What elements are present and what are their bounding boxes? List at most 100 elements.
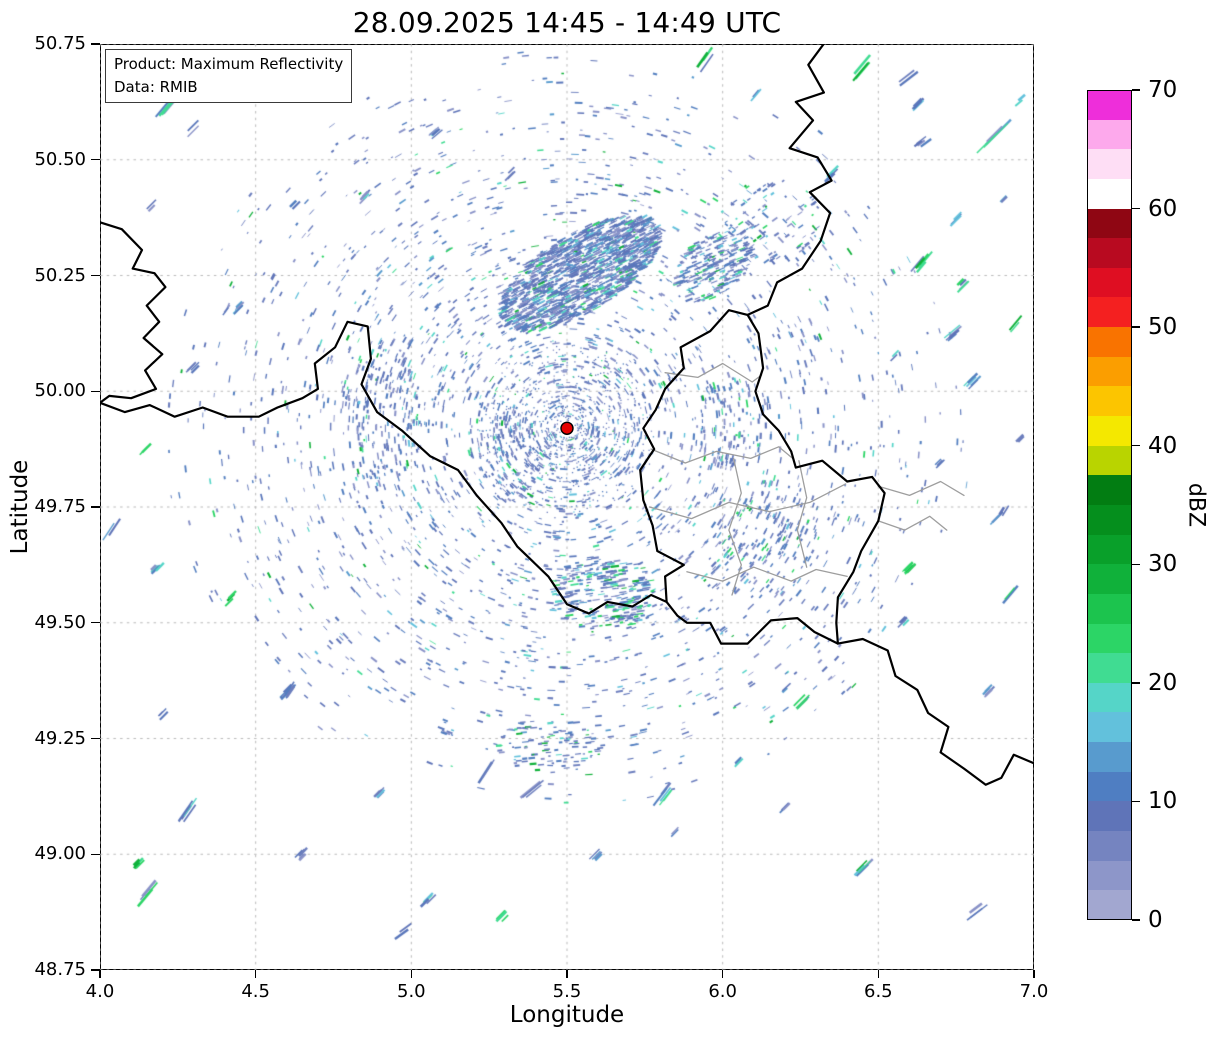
colorbar-segment	[1087, 504, 1132, 535]
colorbar-tick-mark	[1132, 326, 1140, 328]
y-tick-label: 50.00	[34, 380, 86, 402]
y-tick-label: 48.75	[34, 959, 86, 980]
country-border	[639, 309, 886, 645]
colorbar-tick-label: 0	[1148, 907, 1163, 933]
colorbar-tick-label: 40	[1148, 432, 1178, 459]
y-tick-mark	[91, 853, 100, 855]
colorbar-segment	[1087, 623, 1132, 654]
colorbar-segment	[1087, 860, 1132, 891]
y-tick-label: 50.75	[34, 33, 86, 54]
colorbar-segment	[1087, 831, 1132, 861]
colorbar-segment	[1087, 327, 1132, 357]
colorbar-segment	[1087, 267, 1132, 298]
colorbar-tick-mark	[1132, 207, 1140, 210]
data-source-line: Data: RMIB	[114, 77, 198, 96]
map-overlay-svg	[100, 44, 1034, 786]
colorbar-segment	[1087, 149, 1132, 179]
y-tick-label: 49.75	[34, 496, 86, 517]
colorbar-tick-label: 10	[1148, 788, 1178, 815]
colorbar-segment	[1087, 416, 1132, 446]
y-tick-mark	[91, 159, 100, 161]
admin-border-gray	[686, 566, 848, 582]
colorbar-segment	[1087, 178, 1132, 209]
colorbar-segment	[1087, 208, 1132, 239]
admin-border-gray	[877, 480, 965, 497]
colorbar-segment	[1087, 801, 1132, 832]
colorbar-segment	[1087, 742, 1132, 772]
x-tick-mark	[1033, 970, 1035, 978]
colorbar-segment	[1087, 238, 1132, 268]
x-tick-label: 6.0	[708, 981, 737, 1002]
colorbar-tick-mark	[1132, 89, 1140, 91]
colorbar-tick-label: 70	[1148, 77, 1178, 103]
colorbar-tick-mark	[1132, 445, 1140, 447]
colorbar-tick-label: 30	[1148, 551, 1178, 578]
colorbar-segment	[1087, 712, 1132, 743]
colorbar-segment	[1087, 297, 1132, 328]
colorbar-segment	[1087, 771, 1132, 802]
product-line: Product: Maximum Reflectivity	[114, 55, 344, 73]
admin-border-gray	[877, 515, 948, 531]
y-tick-mark	[91, 622, 100, 624]
x-tick-label: 4.0	[85, 981, 115, 1002]
y-tick-label: 50.25	[34, 264, 86, 286]
x-tick-label: 4.5	[241, 981, 270, 1002]
colorbar	[1087, 90, 1132, 920]
colorbar-segment	[1087, 682, 1132, 713]
chart-title: 28.09.2025 14:45 - 14:49 UTC	[352, 6, 782, 39]
colorbar-segment	[1087, 653, 1132, 683]
x-tick-label: 6.5	[864, 981, 893, 1002]
product-info-box: Product: Maximum Reflectivity Data: RMIB	[105, 49, 353, 103]
y-tick-mark	[91, 506, 100, 508]
colorbar-segment	[1087, 534, 1132, 565]
x-tick-mark	[410, 970, 412, 978]
x-tick-mark	[877, 970, 879, 978]
colorbar-tick-label: 60	[1148, 195, 1178, 222]
colorbar-tick-mark	[1132, 682, 1140, 684]
x-tick-label: 7.0	[1019, 981, 1049, 1002]
colorbar-tick-mark	[1132, 800, 1140, 803]
x-tick-label: 5.0	[397, 981, 426, 1002]
colorbar-label: dBZ	[1183, 482, 1209, 528]
country-border	[746, 44, 833, 316]
country-border	[836, 637, 1034, 786]
colorbar-tick-mark	[1132, 919, 1140, 921]
colorbar-tick-label: 50	[1148, 314, 1178, 341]
map-plot-area: Product: Maximum Reflectivity Data: RMIB	[100, 44, 1034, 970]
colorbar-tick-label: 20	[1148, 669, 1178, 696]
x-tick-mark	[99, 970, 101, 978]
x-axis-label: Longitude	[509, 1002, 625, 1028]
admin-border-gray	[664, 362, 763, 383]
x-tick-mark	[722, 970, 724, 978]
colorbar-segment	[1087, 356, 1132, 387]
colorbar-segment	[1087, 386, 1132, 417]
colorbar-segment	[1087, 564, 1132, 594]
admin-border-gray	[796, 460, 808, 568]
y-tick-mark	[91, 737, 100, 740]
admin-border-gray	[650, 446, 794, 464]
radar-echo-canvas	[100, 44, 1034, 970]
x-tick-label: 5.5	[552, 981, 582, 1002]
y-tick-label: 49.00	[34, 843, 86, 865]
country-border	[100, 221, 668, 615]
y-tick-mark	[91, 390, 100, 392]
colorbar-segment	[1087, 890, 1132, 920]
admin-border-gray	[648, 483, 847, 520]
colorbar-segment	[1087, 119, 1132, 150]
colorbar-tick-mark	[1132, 563, 1140, 565]
colorbar-segment	[1087, 90, 1132, 120]
x-tick-mark	[255, 970, 257, 978]
x-tick-mark	[566, 970, 568, 978]
radar-site-marker	[560, 421, 574, 435]
y-tick-mark	[91, 274, 100, 277]
admin-border-gray	[728, 457, 742, 596]
y-tick-label: 50.50	[34, 148, 86, 170]
y-tick-label: 49.50	[34, 611, 86, 633]
y-tick-mark	[91, 43, 100, 45]
y-tick-mark	[91, 969, 100, 971]
colorbar-segment	[1087, 475, 1132, 505]
colorbar-segment	[1087, 593, 1132, 624]
y-tick-label: 49.25	[34, 727, 86, 749]
colorbar-segment	[1087, 445, 1132, 476]
